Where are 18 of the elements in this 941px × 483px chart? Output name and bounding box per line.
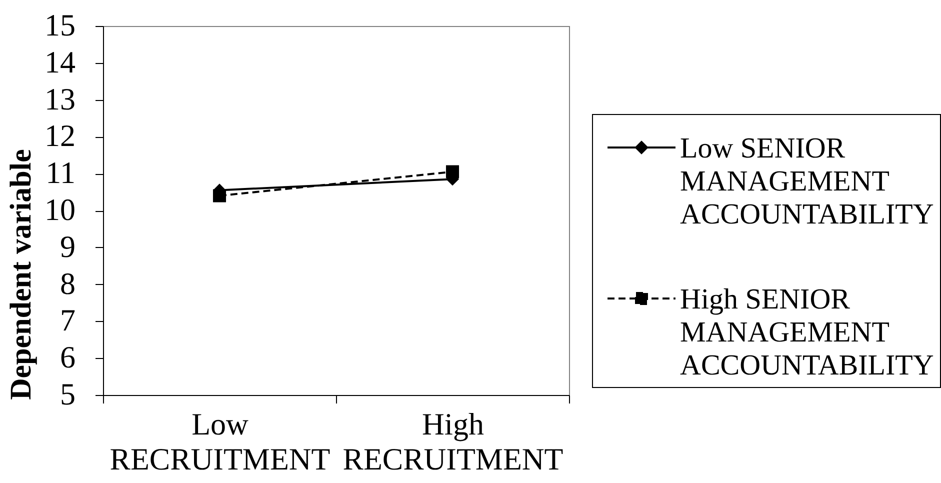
y-tick-label: 7 bbox=[60, 302, 76, 338]
y-axis-title: Dependent variable bbox=[4, 149, 38, 400]
y-tick-label: 6 bbox=[60, 340, 76, 375]
x-tick-label: Low RECRUITMENT bbox=[110, 406, 330, 476]
y-tick-label: 15 bbox=[44, 8, 76, 42]
point bbox=[212, 189, 226, 202]
y-tick-label: 13 bbox=[44, 81, 76, 116]
x-tick-label: High RECRUITMENT bbox=[342, 406, 564, 476]
y-tick-label: 11 bbox=[46, 155, 76, 190]
y-tick-label: 10 bbox=[44, 192, 76, 227]
legend-label: High SENIOR MANAGEMENT ACCOUNTABILITY bbox=[680, 284, 934, 382]
y-tick-label: 9 bbox=[60, 228, 76, 264]
y-tick-label: 12 bbox=[44, 118, 76, 154]
y-tick-label: 5 bbox=[60, 376, 76, 412]
point bbox=[446, 165, 460, 178]
y-tick-label: 8 bbox=[60, 266, 76, 301]
y-tick-label: 14 bbox=[44, 44, 76, 80]
legend-label: Low SENIOR MANAGEMENT ACCOUNTABILITY bbox=[680, 132, 934, 230]
